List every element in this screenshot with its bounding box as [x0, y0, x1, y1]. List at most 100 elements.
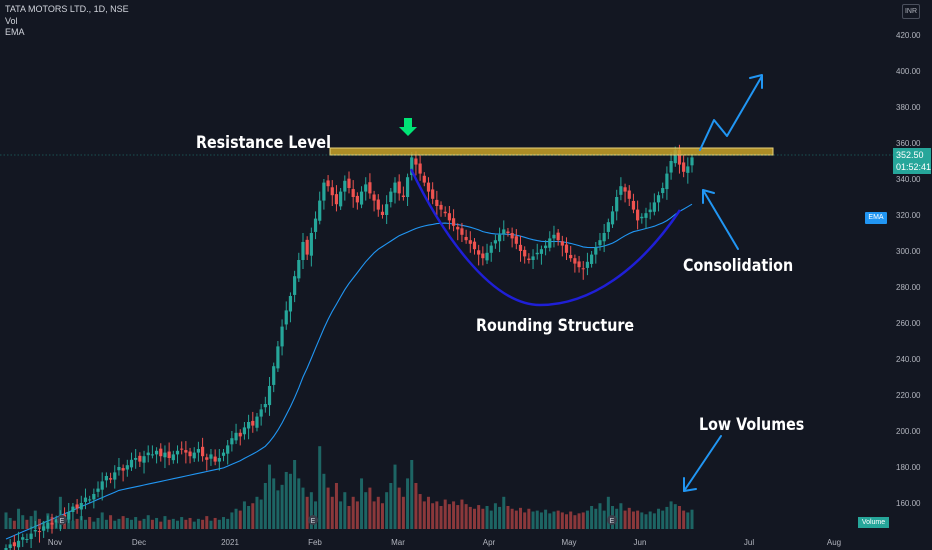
volume-bar: [167, 519, 171, 529]
currency-button[interactable]: INR: [902, 4, 920, 19]
earnings-marker-icon[interactable]: E: [308, 515, 318, 525]
candle: [410, 152, 414, 181]
candle: [665, 166, 669, 200]
candle: [67, 503, 71, 524]
volume-bar: [12, 520, 16, 529]
volume-bar: [339, 501, 343, 529]
candle: [175, 445, 180, 464]
candle: [209, 449, 213, 466]
candle: [343, 175, 347, 201]
volume-bar: [548, 513, 552, 529]
candle: [121, 464, 125, 482]
candle: [631, 193, 636, 214]
candle: [443, 206, 447, 217]
volume-bar: [385, 492, 389, 529]
volume-bar: [347, 506, 351, 529]
candle: [217, 449, 221, 471]
symbol-title[interactable]: TATA MOTORS LTD., 1D, NSE: [5, 4, 129, 14]
candle: [389, 188, 393, 208]
volume-bar: [406, 478, 410, 529]
volume-bar: [397, 487, 401, 529]
candle: [259, 404, 263, 426]
candle: [29, 526, 33, 548]
volume-bar: [673, 504, 677, 529]
volume-bar: [602, 510, 606, 529]
time-axis[interactable]: Nov Dec 2021 Feb Mar Apr May Jun Jul Aug: [48, 538, 841, 547]
earnings-marker-icon[interactable]: E: [57, 515, 67, 525]
candle: [552, 225, 556, 248]
ema-indicator-label[interactable]: EMA: [5, 27, 25, 37]
volume-bar: [272, 478, 276, 529]
candle: [196, 441, 201, 462]
candle: [272, 362, 276, 393]
volume-bar: [489, 510, 493, 529]
svg-text:E: E: [610, 518, 615, 525]
volume-bar: [284, 471, 288, 529]
candle: [276, 341, 280, 372]
candle: [213, 449, 217, 466]
volume-bar: [677, 506, 681, 529]
volume-indicator-label[interactable]: Vol: [5, 15, 18, 26]
volume-bar: [372, 501, 376, 529]
volume-bar: [37, 518, 41, 529]
candle: [297, 252, 301, 282]
volume-bar: [577, 513, 581, 529]
candle: [159, 443, 163, 462]
candle: [523, 246, 527, 264]
candle: [359, 186, 364, 209]
volume-bar: [690, 509, 694, 529]
candle: [418, 154, 422, 181]
candle: [368, 173, 372, 199]
price-tick-label: 160.00: [896, 499, 921, 508]
candle: [401, 186, 405, 201]
volume-bar: [222, 517, 226, 529]
candle: [167, 442, 171, 466]
last-price-tag: 352.50 01:52:41: [893, 148, 931, 174]
price-tick-label: 240.00: [896, 355, 921, 364]
volume-bar: [640, 512, 644, 529]
candle: [518, 235, 523, 262]
volume-bar: [234, 508, 238, 529]
volume-bar: [322, 473, 326, 529]
resistance-zone: [329, 147, 774, 156]
volume-bar: [368, 487, 372, 529]
candle: [79, 495, 83, 521]
volume-bar: [192, 521, 196, 529]
candle: [535, 243, 539, 260]
candle: [560, 235, 564, 257]
earnings-marker-icon[interactable]: E: [607, 515, 617, 525]
candle: [192, 447, 196, 462]
candle: [242, 422, 247, 440]
volume-bar: [314, 501, 318, 529]
candle: [247, 414, 251, 440]
volume-bar: [422, 501, 426, 529]
volume-bar: [180, 517, 184, 529]
price-axis[interactable]: 160.00 180.00 200.00 220.00 240.00 260.00 280.…: [896, 31, 921, 508]
candle: [514, 229, 518, 250]
volume-bar: [665, 506, 669, 529]
volume-bar: [297, 478, 301, 529]
volume-bar: [669, 501, 673, 529]
volume-bar: [104, 519, 108, 529]
candle: [8, 539, 12, 550]
candle: [426, 177, 431, 201]
candle: [468, 231, 472, 253]
ema-layer: [5, 203, 693, 540]
volume-bar: [619, 503, 623, 529]
volume-bar: [142, 518, 146, 529]
candle: [33, 521, 37, 537]
volume-bar: [330, 496, 334, 529]
volume-bar: [452, 501, 456, 529]
candle: [502, 220, 506, 241]
candle: [690, 153, 694, 173]
candle: [234, 423, 238, 444]
volume-bar: [8, 517, 12, 529]
consolidation-annotation: Consolidation: [683, 256, 794, 276]
candle: [364, 177, 368, 201]
price-tick-label: 320.00: [896, 211, 921, 220]
candle: [146, 445, 150, 463]
candle: [640, 213, 644, 224]
volume-bar: [460, 499, 464, 529]
